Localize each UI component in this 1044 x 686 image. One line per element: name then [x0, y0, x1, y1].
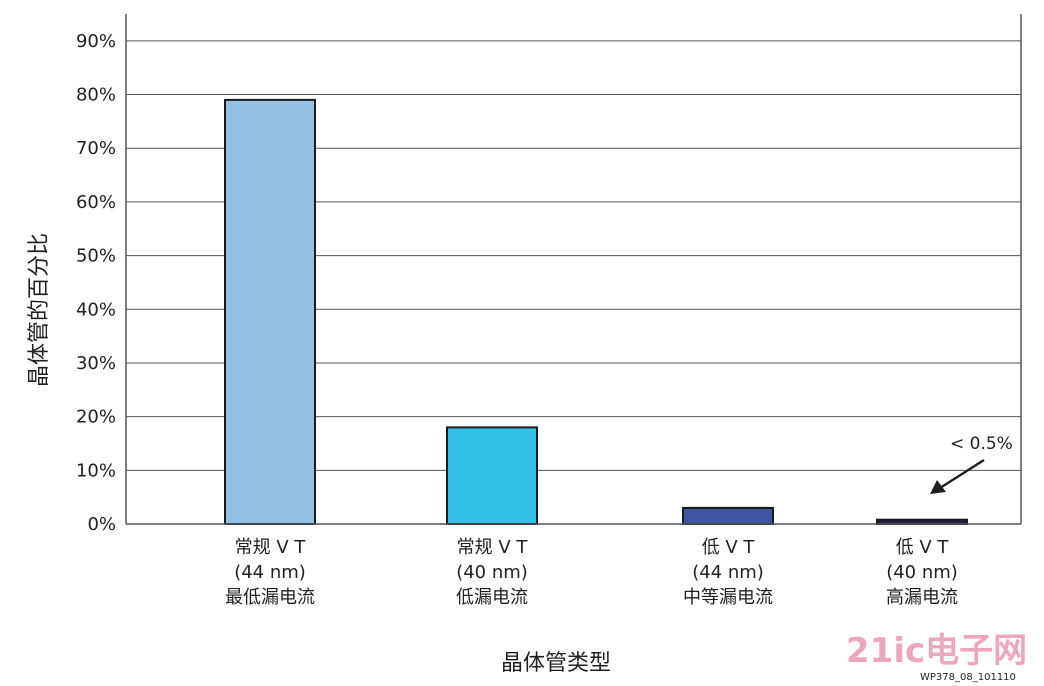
y-tick-labels: 0% 10% 20% 30% 40% 50% 60% 70% 80% 90%	[76, 31, 116, 535]
bar-2	[446, 426, 538, 525]
y-tick-label: 60%	[76, 192, 116, 213]
watermark: 21ic电子网	[846, 631, 1027, 671]
annotation-arrow-head	[930, 480, 946, 494]
x-axis-title: 晶体管类型	[501, 651, 611, 676]
bar-3	[682, 506, 774, 526]
x-tick-label-line: 中等漏电流	[683, 587, 773, 608]
x-category-1: 常规 V T (44 nm) 最低漏电流	[225, 537, 315, 608]
x-tick-label-line: 常规 V T	[235, 537, 307, 558]
x-tick-label-line: 低漏电流	[456, 587, 528, 608]
y-tick-label: 90%	[76, 31, 116, 52]
y-tick-label: 80%	[76, 85, 116, 106]
annotation: < 0.5%	[930, 434, 1013, 494]
x-tick-label-line: (40 nm)	[886, 562, 958, 583]
x-category-2: 常规 V T (40 nm) 低漏电流	[456, 537, 528, 608]
x-tick-label-line: (44 nm)	[692, 562, 764, 583]
y-tick-label: 0%	[87, 514, 116, 535]
bars	[224, 98, 968, 526]
x-tick-label-line: 最低漏电流	[225, 587, 315, 608]
x-tick-label-line: 低 V T	[896, 537, 950, 558]
bar-1	[224, 98, 316, 525]
x-category-labels: 常规 V T (44 nm) 最低漏电流 常规 V T (40 nm) 低漏电流 低 V T…	[225, 537, 958, 608]
annotation-arrow-line	[939, 458, 985, 490]
x-category-3: 低 V T (44 nm) 中等漏电流	[683, 537, 773, 608]
y-tick-label: 50%	[76, 246, 116, 267]
y-tick-label: 30%	[76, 353, 116, 374]
x-tick-label-line: (44 nm)	[234, 562, 306, 583]
x-tick-label-line: (40 nm)	[456, 562, 528, 583]
y-axis-title: 晶体管的百分比	[27, 233, 52, 387]
x-tick-label-line: 高漏电流	[886, 587, 958, 608]
axes	[125, 14, 1022, 525]
x-tick-label-line: 常规 V T	[457, 537, 529, 558]
x-tick-label-line: 低 V T	[702, 537, 756, 558]
y-tick-label: 70%	[76, 138, 116, 159]
y-tick-label: 10%	[76, 460, 116, 481]
annotation-label: < 0.5%	[950, 434, 1013, 454]
figure-id: WP378_08_101110	[920, 672, 1016, 683]
y-tick-label: 20%	[76, 407, 116, 428]
x-category-4: 低 V T (40 nm) 高漏电流	[886, 537, 958, 608]
y-tick-label: 40%	[76, 299, 116, 320]
